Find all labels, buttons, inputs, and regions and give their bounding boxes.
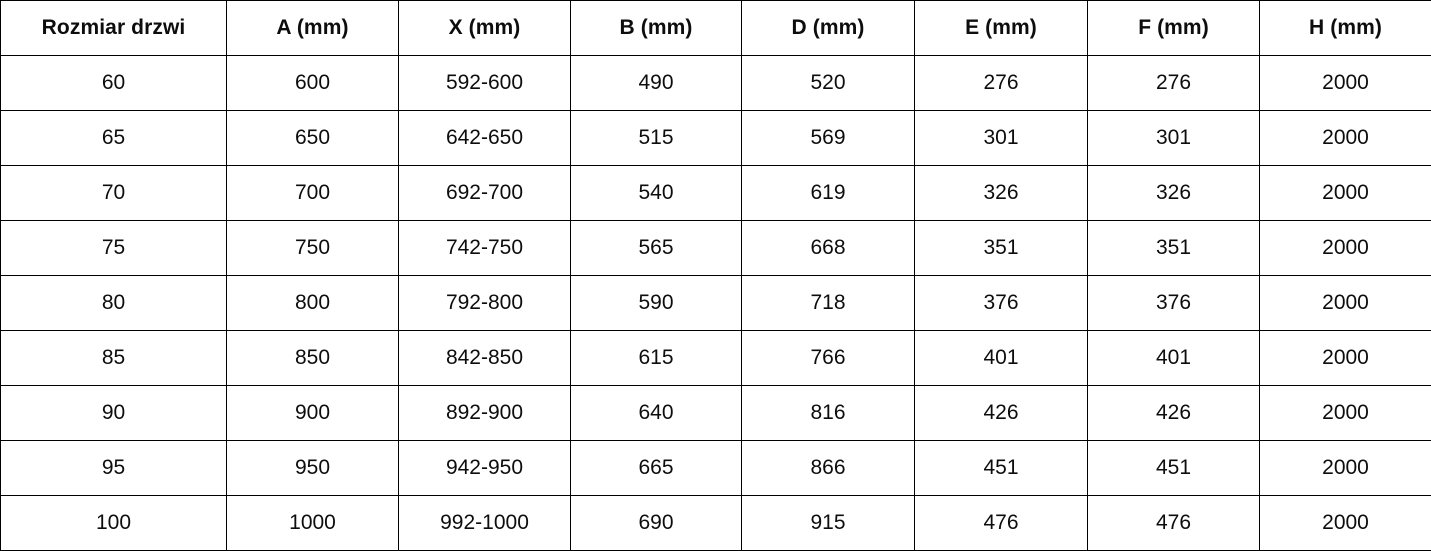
table-cell: 742-750 [399, 221, 571, 276]
column-header-3: B (mm) [571, 1, 742, 56]
column-header-1: A (mm) [227, 1, 399, 56]
column-header-5: E (mm) [915, 1, 1088, 56]
table-cell: 2000 [1260, 166, 1431, 221]
table-cell: 992-1000 [399, 496, 571, 551]
table-cell: 451 [915, 441, 1088, 496]
table-cell: 942-950 [399, 441, 571, 496]
cell-door-size: 75 [1, 221, 227, 276]
table-cell: 2000 [1260, 331, 1431, 386]
table-cell: 816 [742, 386, 915, 441]
table-cell: 351 [1088, 221, 1260, 276]
table-cell: 1000 [227, 496, 399, 551]
table-cell: 692-700 [399, 166, 571, 221]
table-cell: 276 [915, 56, 1088, 111]
table-cell: 2000 [1260, 56, 1431, 111]
cell-door-size: 90 [1, 386, 227, 441]
table-cell: 892-900 [399, 386, 571, 441]
table-cell: 600 [227, 56, 399, 111]
table-cell: 2000 [1260, 386, 1431, 441]
table-cell: 401 [915, 331, 1088, 386]
table-cell: 2000 [1260, 276, 1431, 331]
table-cell: 592-600 [399, 56, 571, 111]
table-cell: 766 [742, 331, 915, 386]
cell-door-size: 80 [1, 276, 227, 331]
cell-door-size: 65 [1, 111, 227, 166]
table-cell: 540 [571, 166, 742, 221]
column-header-4: D (mm) [742, 1, 915, 56]
table-cell: 401 [1088, 331, 1260, 386]
table-cell: 276 [1088, 56, 1260, 111]
table-cell: 842-850 [399, 331, 571, 386]
table-cell: 619 [742, 166, 915, 221]
table-cell: 642-650 [399, 111, 571, 166]
table-cell: 750 [227, 221, 399, 276]
table-cell: 326 [915, 166, 1088, 221]
table-cell: 569 [742, 111, 915, 166]
table-cell: 2000 [1260, 496, 1431, 551]
table-cell: 700 [227, 166, 399, 221]
table-cell: 2000 [1260, 221, 1431, 276]
table-cell: 2000 [1260, 441, 1431, 496]
table-cell: 476 [1088, 496, 1260, 551]
table-cell: 950 [227, 441, 399, 496]
table-cell: 376 [1088, 276, 1260, 331]
cell-door-size: 95 [1, 441, 227, 496]
table-cell: 426 [915, 386, 1088, 441]
table-cell: 351 [915, 221, 1088, 276]
cell-door-size: 70 [1, 166, 227, 221]
table-cell: 615 [571, 331, 742, 386]
table-cell: 590 [571, 276, 742, 331]
cell-door-size: 100 [1, 496, 227, 551]
table-cell: 665 [571, 441, 742, 496]
column-header-0: Rozmiar drzwi [1, 1, 227, 56]
table-cell: 690 [571, 496, 742, 551]
table-cell: 326 [1088, 166, 1260, 221]
table-cell: 668 [742, 221, 915, 276]
table-cell: 650 [227, 111, 399, 166]
table-cell: 515 [571, 111, 742, 166]
column-header-7: H (mm) [1260, 1, 1431, 56]
table-cell: 718 [742, 276, 915, 331]
table-cell: 520 [742, 56, 915, 111]
table-cell: 2000 [1260, 111, 1431, 166]
column-header-2: X (mm) [399, 1, 571, 56]
table-cell: 301 [1088, 111, 1260, 166]
column-header-6: F (mm) [1088, 1, 1260, 56]
table-cell: 915 [742, 496, 915, 551]
table-cell: 565 [571, 221, 742, 276]
table-cell: 850 [227, 331, 399, 386]
table-cell: 451 [1088, 441, 1260, 496]
table-cell: 800 [227, 276, 399, 331]
table-cell: 426 [1088, 386, 1260, 441]
cell-door-size: 60 [1, 56, 227, 111]
table-cell: 900 [227, 386, 399, 441]
table-cell: 640 [571, 386, 742, 441]
table-cell: 792-800 [399, 276, 571, 331]
table-cell: 301 [915, 111, 1088, 166]
table-cell: 866 [742, 441, 915, 496]
table-cell: 490 [571, 56, 742, 111]
table-cell: 476 [915, 496, 1088, 551]
table-cell: 376 [915, 276, 1088, 331]
cell-door-size: 85 [1, 331, 227, 386]
